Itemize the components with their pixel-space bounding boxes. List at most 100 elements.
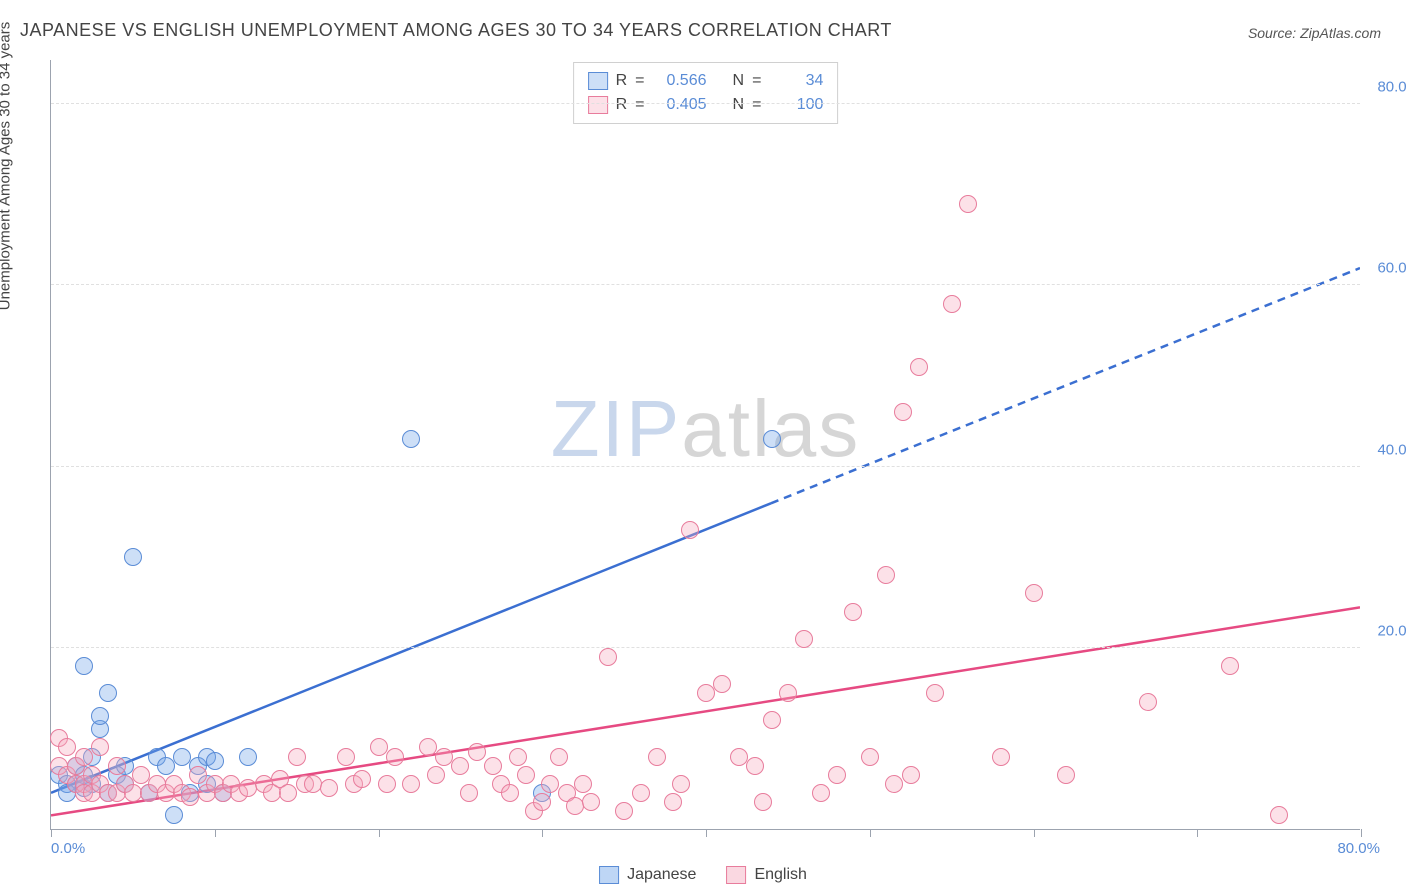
data-point: [517, 766, 535, 784]
data-point: [501, 784, 519, 802]
data-point: [468, 743, 486, 761]
legend-r-value: 0.405: [653, 93, 707, 117]
data-point: [574, 775, 592, 793]
x-tick: [1034, 829, 1035, 837]
data-point: [370, 738, 388, 756]
data-point: [353, 770, 371, 788]
gridline: [51, 284, 1360, 285]
data-point: [75, 748, 93, 766]
data-point: [320, 779, 338, 797]
legend-row: R=0.405N=100: [588, 93, 824, 117]
data-point: [681, 521, 699, 539]
data-point: [566, 797, 584, 815]
x-tick: [1361, 829, 1362, 837]
legend-item: English: [726, 866, 806, 884]
data-point: [844, 603, 862, 621]
legend-r-label: R: [616, 93, 628, 117]
data-point: [337, 748, 355, 766]
data-point: [861, 748, 879, 766]
data-point: [885, 775, 903, 793]
data-point: [713, 675, 731, 693]
data-point: [402, 775, 420, 793]
legend-swatch: [726, 866, 746, 884]
data-point: [926, 684, 944, 702]
legend-eq: =: [635, 69, 644, 93]
data-point: [124, 548, 142, 566]
x-axis-min-label: 0.0%: [51, 840, 85, 857]
legend-eq: =: [752, 93, 761, 117]
data-point: [386, 748, 404, 766]
legend-n-value: 100: [769, 93, 823, 117]
legend-label: English: [754, 866, 806, 884]
data-point: [99, 684, 117, 702]
data-point: [1057, 766, 1075, 784]
data-point: [599, 648, 617, 666]
source-attribution: Source: ZipAtlas.com: [1248, 25, 1381, 41]
data-point: [533, 793, 551, 811]
legend-n-label: N: [733, 93, 745, 117]
data-point: [992, 748, 1010, 766]
data-point: [484, 757, 502, 775]
data-point: [959, 195, 977, 213]
data-point: [288, 748, 306, 766]
data-point: [460, 784, 478, 802]
data-point: [91, 707, 109, 725]
data-point: [746, 757, 764, 775]
data-point: [239, 779, 257, 797]
data-point: [754, 793, 772, 811]
y-tick-label: 40.0%: [1377, 441, 1406, 458]
data-point: [763, 430, 781, 448]
data-point: [132, 766, 150, 784]
data-point: [1221, 657, 1239, 675]
data-point: [173, 748, 191, 766]
legend-swatch: [599, 866, 619, 884]
source-label: Source:: [1248, 25, 1296, 41]
data-point: [451, 757, 469, 775]
trend-lines-layer: [51, 60, 1360, 829]
data-point: [877, 566, 895, 584]
legend-n-value: 34: [769, 69, 823, 93]
data-point: [435, 748, 453, 766]
data-point: [615, 802, 633, 820]
gridline: [51, 647, 1360, 648]
data-point: [181, 788, 199, 806]
data-point: [427, 766, 445, 784]
data-point: [632, 784, 650, 802]
data-point: [795, 630, 813, 648]
data-point: [304, 775, 322, 793]
legend-r-value: 0.566: [653, 69, 707, 93]
data-point: [189, 766, 207, 784]
y-tick-label: 20.0%: [1377, 622, 1406, 639]
data-point: [582, 793, 600, 811]
source-value: ZipAtlas.com: [1300, 25, 1381, 41]
data-point: [419, 738, 437, 756]
x-tick: [51, 829, 52, 837]
data-point: [206, 752, 224, 770]
data-point: [157, 757, 175, 775]
x-tick: [706, 829, 707, 837]
plot-area: ZIPatlas R=0.566N=34R=0.405N=100 0.0% 80…: [50, 60, 1360, 830]
data-point: [1139, 693, 1157, 711]
data-point: [75, 657, 93, 675]
data-point: [550, 748, 568, 766]
data-point: [902, 766, 920, 784]
x-tick: [1197, 829, 1198, 837]
legend-swatch: [588, 96, 608, 114]
data-point: [1270, 806, 1288, 824]
data-point: [672, 775, 690, 793]
data-point: [812, 784, 830, 802]
data-point: [730, 748, 748, 766]
legend-label: Japanese: [627, 866, 696, 884]
gridline: [51, 466, 1360, 467]
watermark-atlas: atlas: [681, 384, 860, 473]
legend-eq: =: [752, 69, 761, 93]
data-point: [664, 793, 682, 811]
data-point: [541, 775, 559, 793]
data-point: [509, 748, 527, 766]
trend-line-extrapolated: [771, 268, 1360, 503]
x-tick: [379, 829, 380, 837]
y-tick-label: 60.0%: [1377, 260, 1406, 277]
x-tick: [870, 829, 871, 837]
data-point: [239, 748, 257, 766]
data-point: [279, 784, 297, 802]
